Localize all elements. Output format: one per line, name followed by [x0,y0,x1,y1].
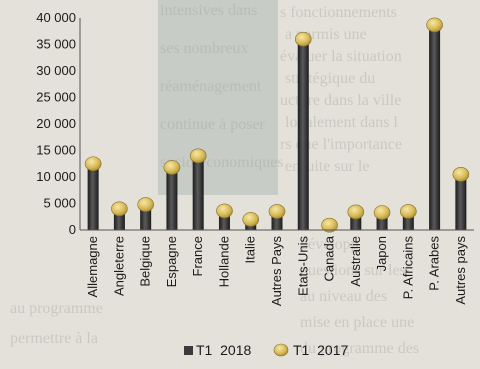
x-tick-label: France [190,236,205,276]
marker-point [452,167,470,182]
x-axis: Allemagne Angleterre Belgique Espagne France… [80,229,474,307]
marker-point [216,203,233,219]
bar [87,166,99,230]
x-tick-label: Belgique [138,236,153,287]
x-tick-label: P. Arabes [427,236,442,291]
x-tick-label: Japon [374,236,389,271]
bar-series [87,27,467,231]
marker-point [294,31,312,47]
bar [376,215,388,230]
marker-point [400,204,417,219]
x-tick-label: Italie [243,236,258,263]
marker-point [84,156,102,172]
y-tick-label: 20 000 [36,116,76,131]
legend-label: T1 2017 [293,342,348,358]
x-tick-label: Angleterre [111,236,126,296]
legend-label: T1 2018 [196,342,251,358]
bar [429,27,441,231]
bar [350,214,362,230]
marker-point [189,148,207,164]
bar [166,169,178,230]
x-tick-label: Allemagne [85,236,100,297]
x-tick-label: Etats-Unis [295,236,310,296]
legend-swatch-bar [184,346,193,355]
x-tick-label: Hollande [216,236,231,287]
bar [218,213,230,230]
marker-point [373,205,391,220]
y-tick-label: 0 [69,222,76,237]
marker-point [111,201,128,217]
bar [297,41,309,230]
marker-series [84,17,470,233]
bar [455,177,467,230]
x-tick-label: P. Africains [400,236,415,300]
y-tick-label: 35 000 [36,37,76,52]
marker-point [426,17,443,33]
marker-point [321,217,338,233]
bar [192,158,204,230]
y-tick-label: 10 000 [36,169,76,184]
x-tick-label: Espagne [164,236,179,287]
bar [402,214,414,230]
y-tick-label: 40 000 [36,10,76,25]
y-tick-label: 15 000 [36,143,76,158]
x-tick-label: Australie [348,236,363,287]
x-tick-label: Canada [322,235,337,281]
bar [140,207,152,230]
bar [113,211,125,230]
marker-point [268,204,286,219]
marker-point [242,212,260,227]
marker-point [137,197,154,212]
y-tick-label: 25 000 [36,90,76,105]
y-tick-label: 30 000 [36,63,76,78]
marker-point [347,204,365,220]
legend: T1 2018 T1 2017 [184,342,348,358]
bar [271,214,283,230]
x-tick-label: Autres Pays [269,236,284,307]
y-axis: 0 5 000 10 000 15 000 20 000 25 000 30 000 35 0… [36,10,81,237]
y-tick-label: 5 000 [43,196,76,211]
legend-swatch-marker [273,343,289,357]
marker-point [163,160,181,175]
x-tick-label: Autres pays [453,236,468,305]
